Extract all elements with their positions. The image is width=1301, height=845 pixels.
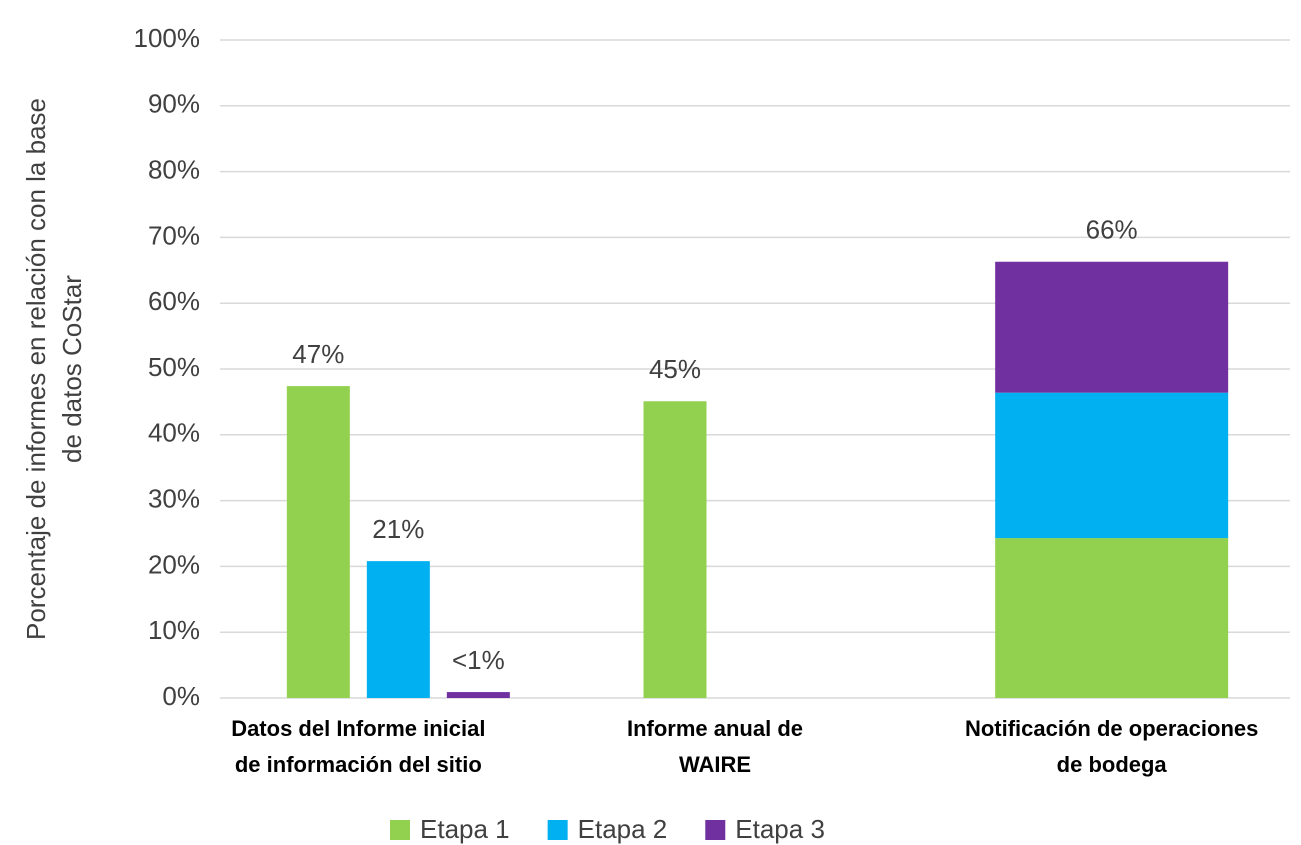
- legend-swatch: [705, 820, 726, 840]
- x-tick-label: de información del sitio: [235, 752, 482, 777]
- bar-segment: [995, 538, 1229, 698]
- legend-label: Etapa 1: [420, 814, 510, 844]
- data-label: <1%: [452, 645, 505, 675]
- bar: [366, 561, 430, 698]
- legend-swatch: [547, 820, 568, 840]
- y-tick-label: 20%: [148, 549, 200, 579]
- x-tick-label: Datos del Informe inicial: [231, 716, 485, 741]
- y-tick-label: 100%: [134, 23, 201, 53]
- y-tick-label: 70%: [148, 220, 200, 250]
- bar: [643, 401, 707, 698]
- x-tick-label: Informe anual de: [627, 716, 803, 741]
- data-label: 21%: [372, 514, 424, 544]
- y-axis-label: Porcentaje de informes en relación con l…: [21, 98, 51, 640]
- data-label: 45%: [649, 354, 701, 384]
- x-tick-label: de bodega: [1057, 752, 1168, 777]
- x-tick-label: WAIRE: [679, 752, 751, 777]
- y-tick-label: 60%: [148, 286, 200, 316]
- total-label: 66%: [1086, 215, 1138, 245]
- x-tick-label: Notificación de operaciones: [965, 716, 1258, 741]
- bar: [286, 386, 350, 698]
- legend-swatch: [390, 820, 410, 840]
- y-tick-label: 80%: [148, 154, 200, 184]
- y-tick-label: 90%: [148, 89, 200, 119]
- legend-label: Etapa 3: [735, 814, 825, 844]
- y-tick-label: 10%: [148, 615, 200, 645]
- y-tick-label: 50%: [148, 352, 200, 382]
- bar-segment: [995, 392, 1229, 539]
- bar-segment: [995, 261, 1229, 393]
- y-tick-label: 40%: [148, 418, 200, 448]
- y-tick-label: 0%: [162, 681, 200, 711]
- y-axis-label: de datos CoStar: [57, 275, 87, 463]
- data-label: 47%: [292, 339, 344, 369]
- bar: [446, 692, 510, 698]
- y-tick-label: 30%: [148, 483, 200, 513]
- legend-label: Etapa 2: [578, 814, 668, 844]
